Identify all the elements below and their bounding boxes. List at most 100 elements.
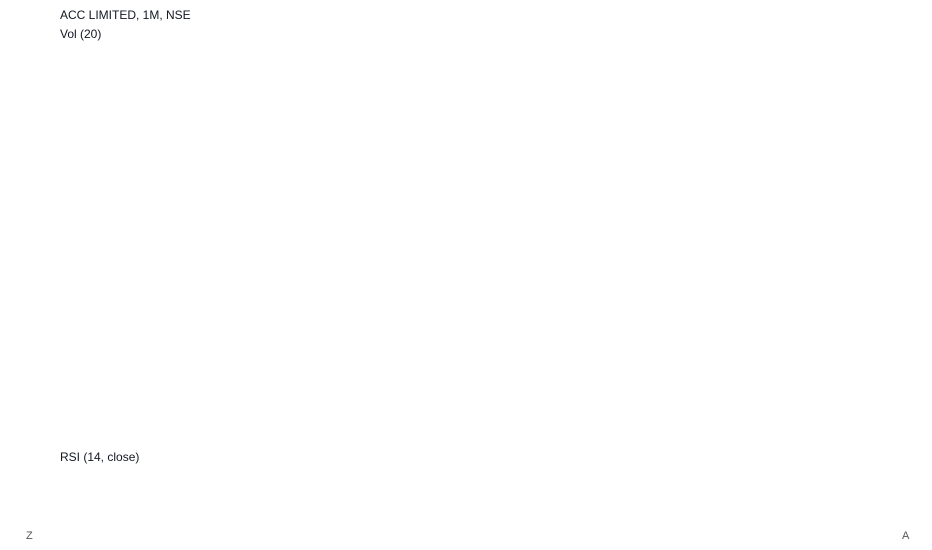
candle-body	[571, 148, 575, 156]
candle-body	[244, 315, 248, 319]
volume-bar	[449, 400, 453, 436]
candle-body	[375, 312, 379, 316]
candle-body	[257, 317, 261, 323]
candle-body	[231, 306, 235, 308]
timezone-button[interactable]: Z	[26, 530, 33, 542]
volume-bar	[392, 401, 396, 436]
candle-body	[122, 400, 126, 404]
candle-body	[349, 243, 353, 266]
volume-bar	[205, 381, 209, 436]
candle-body	[362, 280, 366, 287]
candle-body	[575, 139, 579, 156]
candle-body	[501, 217, 505, 230]
y-tick-label: 1400.00	[884, 223, 924, 235]
candle-body	[288, 241, 292, 261]
volume-bar	[249, 393, 253, 436]
volume-bar	[580, 401, 584, 436]
candle-body	[140, 373, 144, 375]
candle-body	[318, 240, 322, 251]
candle-body	[262, 313, 266, 318]
candle-body	[201, 337, 205, 343]
volume-bar	[636, 350, 640, 436]
candle-body	[92, 338, 96, 348]
candle-body	[475, 231, 479, 237]
volume-bar	[558, 411, 562, 436]
volume-bar	[475, 383, 479, 436]
candle-body	[353, 264, 357, 266]
volume-bar	[532, 404, 536, 436]
volume-bar	[584, 386, 588, 436]
y-tick-label: 2000.00	[884, 93, 924, 105]
candle-body	[292, 230, 296, 242]
candle-body	[344, 242, 349, 244]
volume-bar	[497, 395, 501, 436]
auto-scale-button[interactable]: A	[902, 530, 910, 542]
candle-body	[118, 403, 122, 419]
volume-bar	[567, 395, 571, 436]
fib-level-label: 1.272(1775.85)	[799, 134, 874, 146]
rsi-level-label: 60.0000	[884, 461, 924, 473]
candle-body	[453, 188, 457, 207]
volume-bar	[471, 403, 475, 436]
candle-body	[240, 313, 244, 316]
volume-bar	[227, 382, 231, 436]
volume-bar	[209, 400, 213, 436]
volume-bar	[545, 409, 549, 436]
candle-body	[175, 345, 179, 355]
volume-bar	[527, 397, 532, 436]
volume-bar	[480, 404, 484, 436]
candle-body	[554, 173, 558, 196]
x-tick-label: 2020	[683, 533, 707, 545]
target-arrow-head	[739, 46, 750, 55]
volume-bar	[362, 394, 366, 436]
candle-body	[419, 209, 423, 218]
candle-body	[179, 353, 183, 355]
price-label: 1256.25	[5, 254, 45, 266]
candle-body	[218, 314, 222, 323]
y-tick-label: 2200.00	[884, 49, 924, 61]
candle-body	[610, 227, 614, 244]
candle-body	[297, 227, 301, 231]
volume-bar	[114, 390, 118, 436]
volume-bar	[488, 410, 492, 436]
candle-body	[166, 356, 170, 359]
volume-bar	[384, 379, 388, 436]
volume-bar	[419, 379, 423, 436]
volume-bar	[231, 389, 235, 436]
volume-bar	[275, 399, 279, 436]
candle-body	[414, 205, 418, 210]
fib-level-label: 0.786(1739.45)	[799, 142, 874, 154]
candle-body	[545, 198, 549, 220]
candle-body	[462, 214, 466, 219]
candle-body	[615, 212, 619, 244]
volume-bar	[305, 408, 309, 436]
volume-bar	[166, 389, 170, 436]
price-label-box	[0, 144, 50, 161]
volume-bar	[240, 381, 244, 436]
volume-bar	[314, 411, 318, 436]
candle-body	[384, 276, 388, 287]
volume-bar	[327, 380, 331, 436]
x-tick-label: 2018	[578, 533, 602, 545]
trendline	[130, 190, 790, 437]
x-tick-label: 2008	[55, 533, 79, 545]
volume-bar	[458, 398, 462, 436]
volume-label: Vol (20)	[60, 27, 102, 41]
price-label-box	[0, 250, 50, 267]
volume-bar	[283, 399, 288, 436]
volume-bar	[83, 402, 87, 436]
candle-body	[628, 193, 632, 207]
volume-bar	[218, 392, 222, 436]
candle-body	[484, 248, 488, 253]
candle-body	[105, 379, 109, 391]
candle-body	[266, 295, 270, 314]
volume-bar	[344, 388, 349, 436]
candle-body	[397, 232, 401, 236]
candle-body	[270, 291, 274, 296]
volume-bar	[118, 395, 122, 436]
volume-bar	[101, 404, 105, 436]
candle-body	[327, 194, 331, 218]
volume-bar	[131, 380, 135, 436]
